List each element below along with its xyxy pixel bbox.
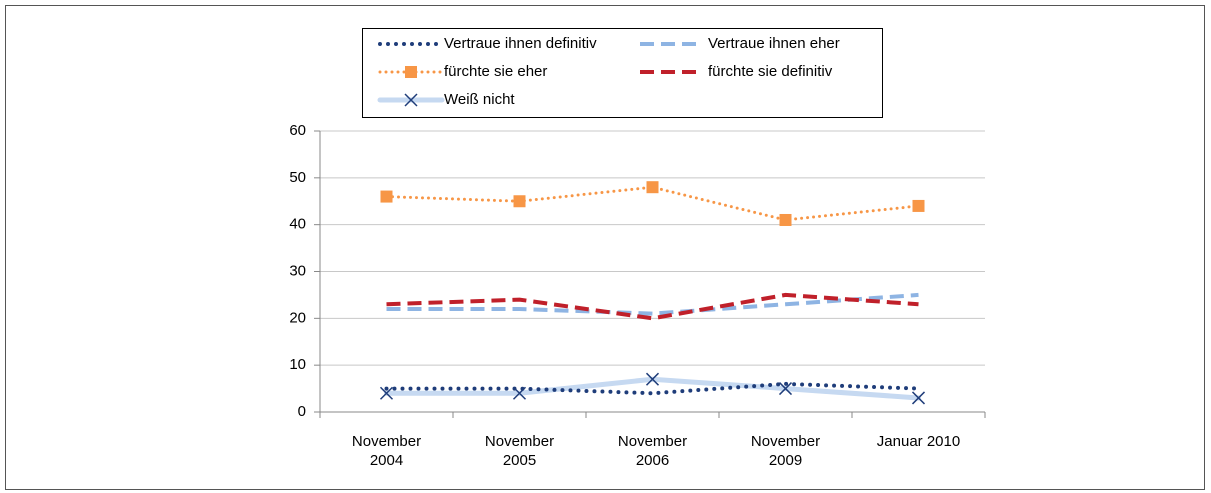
legend-label: fürchte sie eher	[444, 63, 547, 80]
legend-box	[362, 28, 883, 118]
legend-marker	[404, 93, 418, 107]
x-tick-label: November 2004	[351, 433, 422, 469]
x-tick-label: November 2009	[750, 433, 821, 469]
frame	[5, 5, 1205, 490]
y-tick-label: 60	[289, 122, 306, 139]
y-tick-label: 50	[289, 169, 306, 186]
marker	[912, 199, 925, 212]
marker	[779, 213, 792, 226]
legend-label: fürchte sie definitiv	[708, 63, 833, 80]
y-tick-label: 0	[298, 403, 306, 420]
legend-label: Vertraue ihnen eher	[708, 35, 840, 52]
marker	[778, 382, 793, 396]
series-line	[385, 185, 920, 222]
marker	[380, 190, 393, 203]
marker	[645, 372, 660, 386]
marker	[513, 195, 526, 208]
legend-marker	[405, 66, 417, 78]
series-line	[386, 292, 919, 316]
marker	[911, 391, 926, 405]
legend-label: Weiß nicht	[444, 91, 515, 108]
series-line	[384, 381, 921, 396]
x-tick-label: November 2005	[484, 433, 555, 469]
y-tick-label: 10	[289, 356, 306, 373]
y-tick-label: 40	[289, 216, 306, 233]
y-tick-label: 30	[289, 262, 306, 279]
marker	[379, 386, 394, 400]
x-tick-label: Januar 2010	[876, 433, 961, 450]
legend-label: Vertraue ihnen definitiv	[444, 35, 597, 52]
series-line	[386, 292, 919, 321]
y-tick-label: 20	[289, 309, 306, 326]
marker	[646, 181, 659, 194]
x-tick-label: November 2006	[617, 433, 688, 469]
